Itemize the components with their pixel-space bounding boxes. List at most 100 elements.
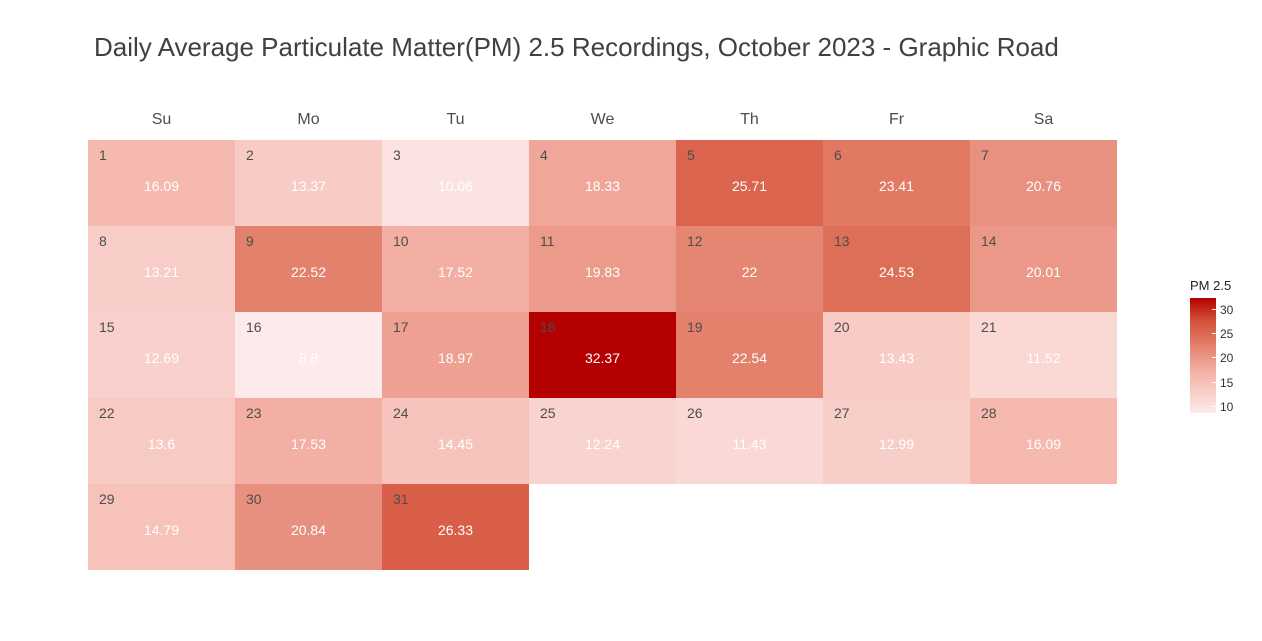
day-number: 6 [834,147,842,163]
pm25-value-label: 16.09 [143,178,180,194]
day-number: 20 [834,319,850,335]
calendar-cell: 19 22.54 [676,312,823,398]
day-number: 7 [981,147,989,163]
calendar-cell: 9 22.52 [235,226,382,312]
pm25-value-label: 11.43 [732,436,767,452]
day-number: 30 [246,491,262,507]
pm25-value-label: 18.33 [584,178,621,194]
pm25-value-label: 13.21 [143,264,180,280]
weekday-label: Sa [1033,111,1054,128]
day-number: 19 [687,319,703,335]
weekday-label: Su [151,111,172,128]
calendar-cell: 18 32.37 [529,312,676,398]
day-number: 4 [540,147,548,163]
calendar-cell: 30 20.84 [235,484,382,570]
calendar-cell: 20 13.43 [823,312,970,398]
day-number: 3 [393,147,401,163]
pm25-value-label: 18.97 [437,350,474,366]
day-number: 15 [99,319,115,335]
calendar-cell: 3 10.06 [382,140,529,226]
legend-title: PM 2.5 [1190,278,1232,293]
pm25-value-label: 22.52 [290,264,327,280]
day-number: 23 [246,405,262,421]
day-number: 17 [393,319,409,335]
day-number: 14 [981,233,997,249]
calendar-cell: 26 11.43 [676,398,823,484]
pm25-value-label: 20.01 [1025,264,1062,280]
legend-tick-label: 10 [1211,400,1234,415]
day-number: 9 [246,233,254,249]
pm25-value-label: 17.52 [437,264,474,280]
weekday-label: Mo [297,111,320,128]
pm25-value-label: 23.41 [878,178,915,194]
pm25-value-label: 17.53 [290,436,327,452]
pm25-value-label: 26.33 [437,522,474,538]
day-number: 21 [981,319,997,335]
day-number: 18 [540,319,556,335]
pm25-value-label: 12.24 [584,436,621,452]
calendar-cell: 28 16.09 [970,398,1117,484]
day-number: 2 [246,147,254,163]
calendar-cell: 31 26.33 [382,484,529,570]
pm25-value-label: 32.37 [584,350,621,366]
day-number: 16 [246,319,262,335]
calendar-cell: 17 18.97 [382,312,529,398]
pm25-value-label: 12.69 [143,350,180,366]
day-number: 5 [687,147,695,163]
chart-title: Daily Average Particulate Matter(PM) 2.5… [94,32,1059,62]
calendar-cell: 8 13.21 [88,226,235,312]
pm25-value-label: 20.76 [1025,178,1062,194]
calendar-cell: 4 18.33 [529,140,676,226]
calendar-cell: 29 14.79 [88,484,235,570]
legend-tick-label: 30 [1211,302,1234,317]
legend-color-bar [1190,298,1216,413]
pm25-value-label: 14.79 [143,522,180,538]
pm25-value-label: 20.84 [290,522,327,538]
day-number: 11 [540,233,555,249]
day-number: 29 [99,491,115,507]
calendar-cell: 21 11.52 [970,312,1117,398]
day-number: 13 [834,233,850,249]
calendar-cell: 10 17.52 [382,226,529,312]
pm25-value-label: 8.8 [298,350,319,366]
day-number: 26 [687,405,703,421]
day-number: 1 [99,147,107,163]
calendar-cell: 1 16.09 [88,140,235,226]
calendar-cell: 6 23.41 [823,140,970,226]
legend-tick-label: 20 [1211,351,1234,366]
legend-tick-label: 15 [1211,375,1234,390]
day-number: 28 [981,405,997,421]
calendar-cell: 5 25.71 [676,140,823,226]
pm25-value-label: 25.71 [731,178,768,194]
calendar-cell: 14 20.01 [970,226,1117,312]
pm25-value-label: 22 [741,264,758,280]
weekday-label: Th [740,111,759,128]
calendar-cell: 7 20.76 [970,140,1117,226]
calendar-cell: 27 12.99 [823,398,970,484]
pm25-value-label: 13.6 [147,436,176,452]
calendar-cell: 13 24.53 [823,226,970,312]
calendar-cell: 2 13.37 [235,140,382,226]
pm25-value-label: 13.37 [290,178,327,194]
calendar-cell: 11 19.83 [529,226,676,312]
pm25-value-label: 14.45 [437,436,474,452]
weekday-label: We [590,111,615,128]
day-number: 24 [393,405,409,421]
pm25-value-label: 16.09 [1025,436,1062,452]
calendar-cell: 25 12.24 [529,398,676,484]
calendar-cell: 22 13.6 [88,398,235,484]
weekday-label: Fr [888,111,905,128]
day-number: 8 [99,233,107,249]
calendar-cell: 23 17.53 [235,398,382,484]
pm25-value-label: 12.99 [878,436,915,452]
pm25-value-label: 11.52 [1026,350,1061,366]
calendar-cell: 16 8.8 [235,312,382,398]
calendar-cell: 12 22 [676,226,823,312]
pm25-value-label: 24.53 [878,264,915,280]
day-number: 10 [393,233,409,249]
pm25-value-label: 22.54 [731,350,768,366]
day-number: 27 [834,405,850,421]
weekday-label: Tu [446,111,465,128]
pm25-value-label: 13.43 [878,350,915,366]
calendar-cell: 24 14.45 [382,398,529,484]
